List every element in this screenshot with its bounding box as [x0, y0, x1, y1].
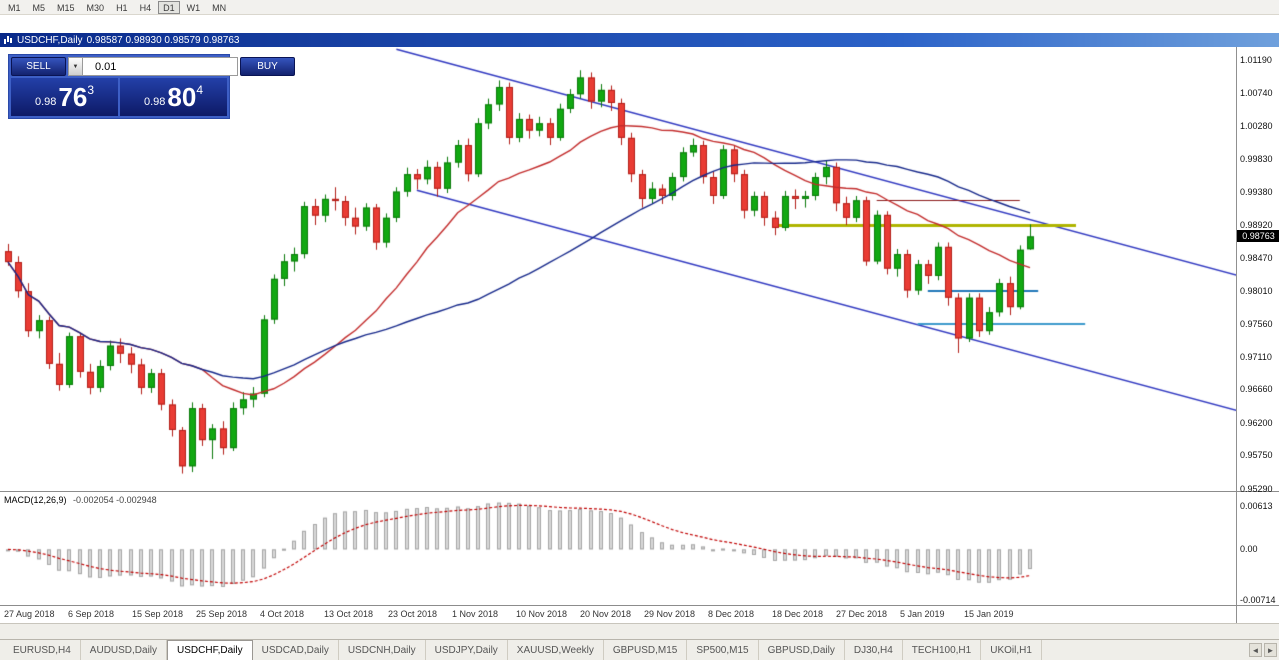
date-axis-label: 1 Nov 2018	[452, 609, 499, 619]
macd-panel-splitter[interactable]	[0, 491, 1279, 492]
tabs-scroll-left-button[interactable]: ◄	[1249, 643, 1262, 657]
macd-axis-label: -0.00714	[1240, 594, 1276, 605]
price-axis-label: 0.95290	[1240, 483, 1273, 494]
chart-tab-gbpusd-m15[interactable]: GBPUSD,M15	[604, 640, 688, 660]
timeframe-toolbar: M1 M5 M15 M30 H1 H4 D1 W1 MN	[0, 0, 1279, 15]
buy-price-big: 80	[167, 82, 197, 112]
date-axis-label: 15 Sep 2018	[132, 609, 184, 619]
chart-tab-dj30-h4[interactable]: DJ30,H4	[845, 640, 903, 660]
chart-tab-usdjpy-daily[interactable]: USDJPY,Daily	[426, 640, 508, 660]
buy-button[interactable]: BUY	[240, 57, 295, 76]
one-click-trading-panel: SELL ▼ BUY 0.98 76 3 0.98 80	[8, 54, 295, 119]
volume-dropdown-button[interactable]: ▼	[68, 57, 83, 76]
macd-indicator-label: MACD(12,26,9)	[4, 495, 67, 505]
volume-control: ▼	[68, 57, 238, 76]
chart-tab-eurusd-h4[interactable]: EURUSD,H4	[4, 640, 81, 660]
price-axis-label: 0.98010	[1240, 286, 1273, 297]
price-axis-label: 0.98920	[1240, 220, 1273, 231]
timeframe-button-m5[interactable]: M5	[32, 2, 46, 13]
date-axis-label: 5 Jan 2019	[900, 609, 945, 619]
price-axis-label: 0.99380	[1240, 186, 1273, 197]
macd-panel: 0.00613 0.00 -0.00714 MACD(12,26,9) -0.002…	[0, 492, 1279, 605]
chart-tab-usdcad-daily[interactable]: USDCAD,Daily	[253, 640, 339, 660]
macd-canvas[interactable]	[0, 492, 1236, 605]
chart-title-symbol: USDCHF,Daily	[17, 34, 83, 46]
price-axis-label: 0.95750	[1240, 450, 1273, 461]
one-click-controls-row: SELL ▼ BUY	[11, 57, 295, 76]
tabs-scroll-right-button[interactable]: ►	[1264, 643, 1277, 657]
chart-icon	[4, 36, 12, 44]
price-axis-label: 1.01190	[1240, 55, 1272, 66]
macd-axis: 0.00613 0.00 -0.00714	[1236, 492, 1279, 605]
timeframe-button-m15[interactable]: M15	[57, 2, 75, 13]
date-axis-label: 13 Oct 2018	[324, 609, 374, 619]
price-chart-area: 1.01190 1.00740 1.00280 0.99830 0.99380 0.989…	[0, 47, 1279, 494]
buy-price-display[interactable]: 0.98 80 4	[120, 78, 227, 116]
buy-price-prefix: 0.98	[143, 96, 166, 108]
tab-bar: EURUSD,H4 AUDUSD,Daily USDCHF,Daily USDCAD,…	[0, 639, 1279, 660]
sell-price-big: 76	[58, 82, 88, 112]
chart-tab-ukoil-h1[interactable]: UKOil,H1	[981, 640, 1042, 660]
timeframe-button-m1[interactable]: M1	[8, 2, 21, 13]
chevron-down-icon: ▼	[72, 63, 79, 70]
date-axis-label: 10 Nov 2018	[516, 609, 568, 619]
price-axis-label: 0.96660	[1240, 384, 1273, 395]
sell-price-prefix: 0.98	[34, 96, 57, 108]
sell-price-pip: 3	[87, 83, 95, 97]
one-click-prices-row: 0.98 76 3 0.98 80 4	[11, 78, 227, 116]
sell-price-display[interactable]: 0.98 76 3	[11, 78, 118, 116]
date-axis-label: 23 Oct 2018	[388, 609, 438, 619]
date-axis-label: 27 Dec 2018	[836, 609, 888, 619]
price-axis-label: 1.00280	[1240, 121, 1273, 132]
date-axis-label: 29 Nov 2018	[644, 609, 696, 619]
date-axis-label: 15 Jan 2019	[964, 609, 1014, 619]
date-axis-label: 4 Oct 2018	[260, 609, 305, 619]
date-axis-label: 18 Dec 2018	[772, 609, 824, 619]
date-axis-label: 27 Aug 2018	[4, 609, 55, 619]
timeframe-button-m30[interactable]: M30	[86, 2, 105, 13]
macd-axis-label: 0.00	[1240, 544, 1258, 555]
sell-button[interactable]: SELL	[11, 57, 66, 76]
date-axis: 27 Aug 2018 6 Sep 2018 15 Sep 2018 25 Sep 2…	[0, 606, 1279, 623]
date-axis-splitter[interactable]	[0, 605, 1279, 606]
price-axis-label: 0.97560	[1240, 318, 1273, 329]
macd-indicator-values: -0.002054 -0.002948	[73, 495, 157, 505]
price-axis-label: 0.99830	[1240, 153, 1273, 164]
status-strip	[0, 623, 1279, 639]
chart-tab-gbpusd-daily[interactable]: GBPUSD,Daily	[759, 640, 845, 660]
chart-tab-usdcnh-daily[interactable]: USDCNH,Daily	[339, 640, 426, 660]
timeframe-button-h4[interactable]: H4	[139, 2, 152, 13]
chart-title-ohlc: 0.98587 0.98930 0.98579 0.98763	[86, 34, 240, 46]
timeframe-button-d1[interactable]: D1	[158, 0, 180, 14]
chart-tab-sp500-m15[interactable]: SP500,M15	[687, 640, 759, 660]
date-axis-label: 6 Sep 2018	[68, 609, 115, 619]
timeframe-button-w1[interactable]: W1	[186, 2, 201, 13]
price-axis-label: 1.00740	[1240, 87, 1273, 98]
macd-axis-label: 0.00613	[1240, 500, 1273, 511]
chart-tabs: EURUSD,H4 AUDUSD,Daily USDCHF,Daily USDCAD,…	[0, 640, 1279, 660]
chart-title-bar[interactable]: USDCHF,Daily 0.98587 0.98930 0.98579 0.9…	[0, 33, 1279, 47]
tab-scroll-arrows: ◄ ►	[1249, 643, 1277, 657]
chart-tab-tech100-h1[interactable]: TECH100,H1	[903, 640, 982, 660]
current-price-badge: 0.98763	[1237, 230, 1279, 243]
volume-input[interactable]	[83, 57, 238, 76]
date-axis-label: 8 Dec 2018	[708, 609, 755, 619]
chart-tab-xauusd-weekly[interactable]: XAUUSD,Weekly	[508, 640, 604, 660]
chart-tab-audusd-daily[interactable]: AUDUSD,Daily	[81, 640, 168, 660]
window-background	[0, 15, 1279, 33]
chart-tab-usdchf-daily[interactable]: USDCHF,Daily	[167, 640, 253, 660]
date-axis-label: 25 Sep 2018	[196, 609, 248, 619]
buy-price-pip: 4	[196, 83, 204, 97]
price-axis-label: 0.98470	[1240, 252, 1273, 263]
timeframe-button-mn[interactable]: MN	[212, 2, 227, 13]
price-axis-label: 0.97110	[1240, 351, 1272, 362]
price-axis-label: 0.96200	[1240, 417, 1273, 428]
price-axis: 1.01190 1.00740 1.00280 0.99830 0.99380 0.989…	[1236, 47, 1279, 494]
axis-border	[1236, 606, 1237, 623]
price-chart-canvas[interactable]	[0, 47, 1236, 491]
macd-header: MACD(12,26,9) -0.002054 -0.002948	[4, 495, 157, 505]
date-axis-label: 20 Nov 2018	[580, 609, 632, 619]
timeframe-button-h1[interactable]: H1	[116, 2, 128, 13]
